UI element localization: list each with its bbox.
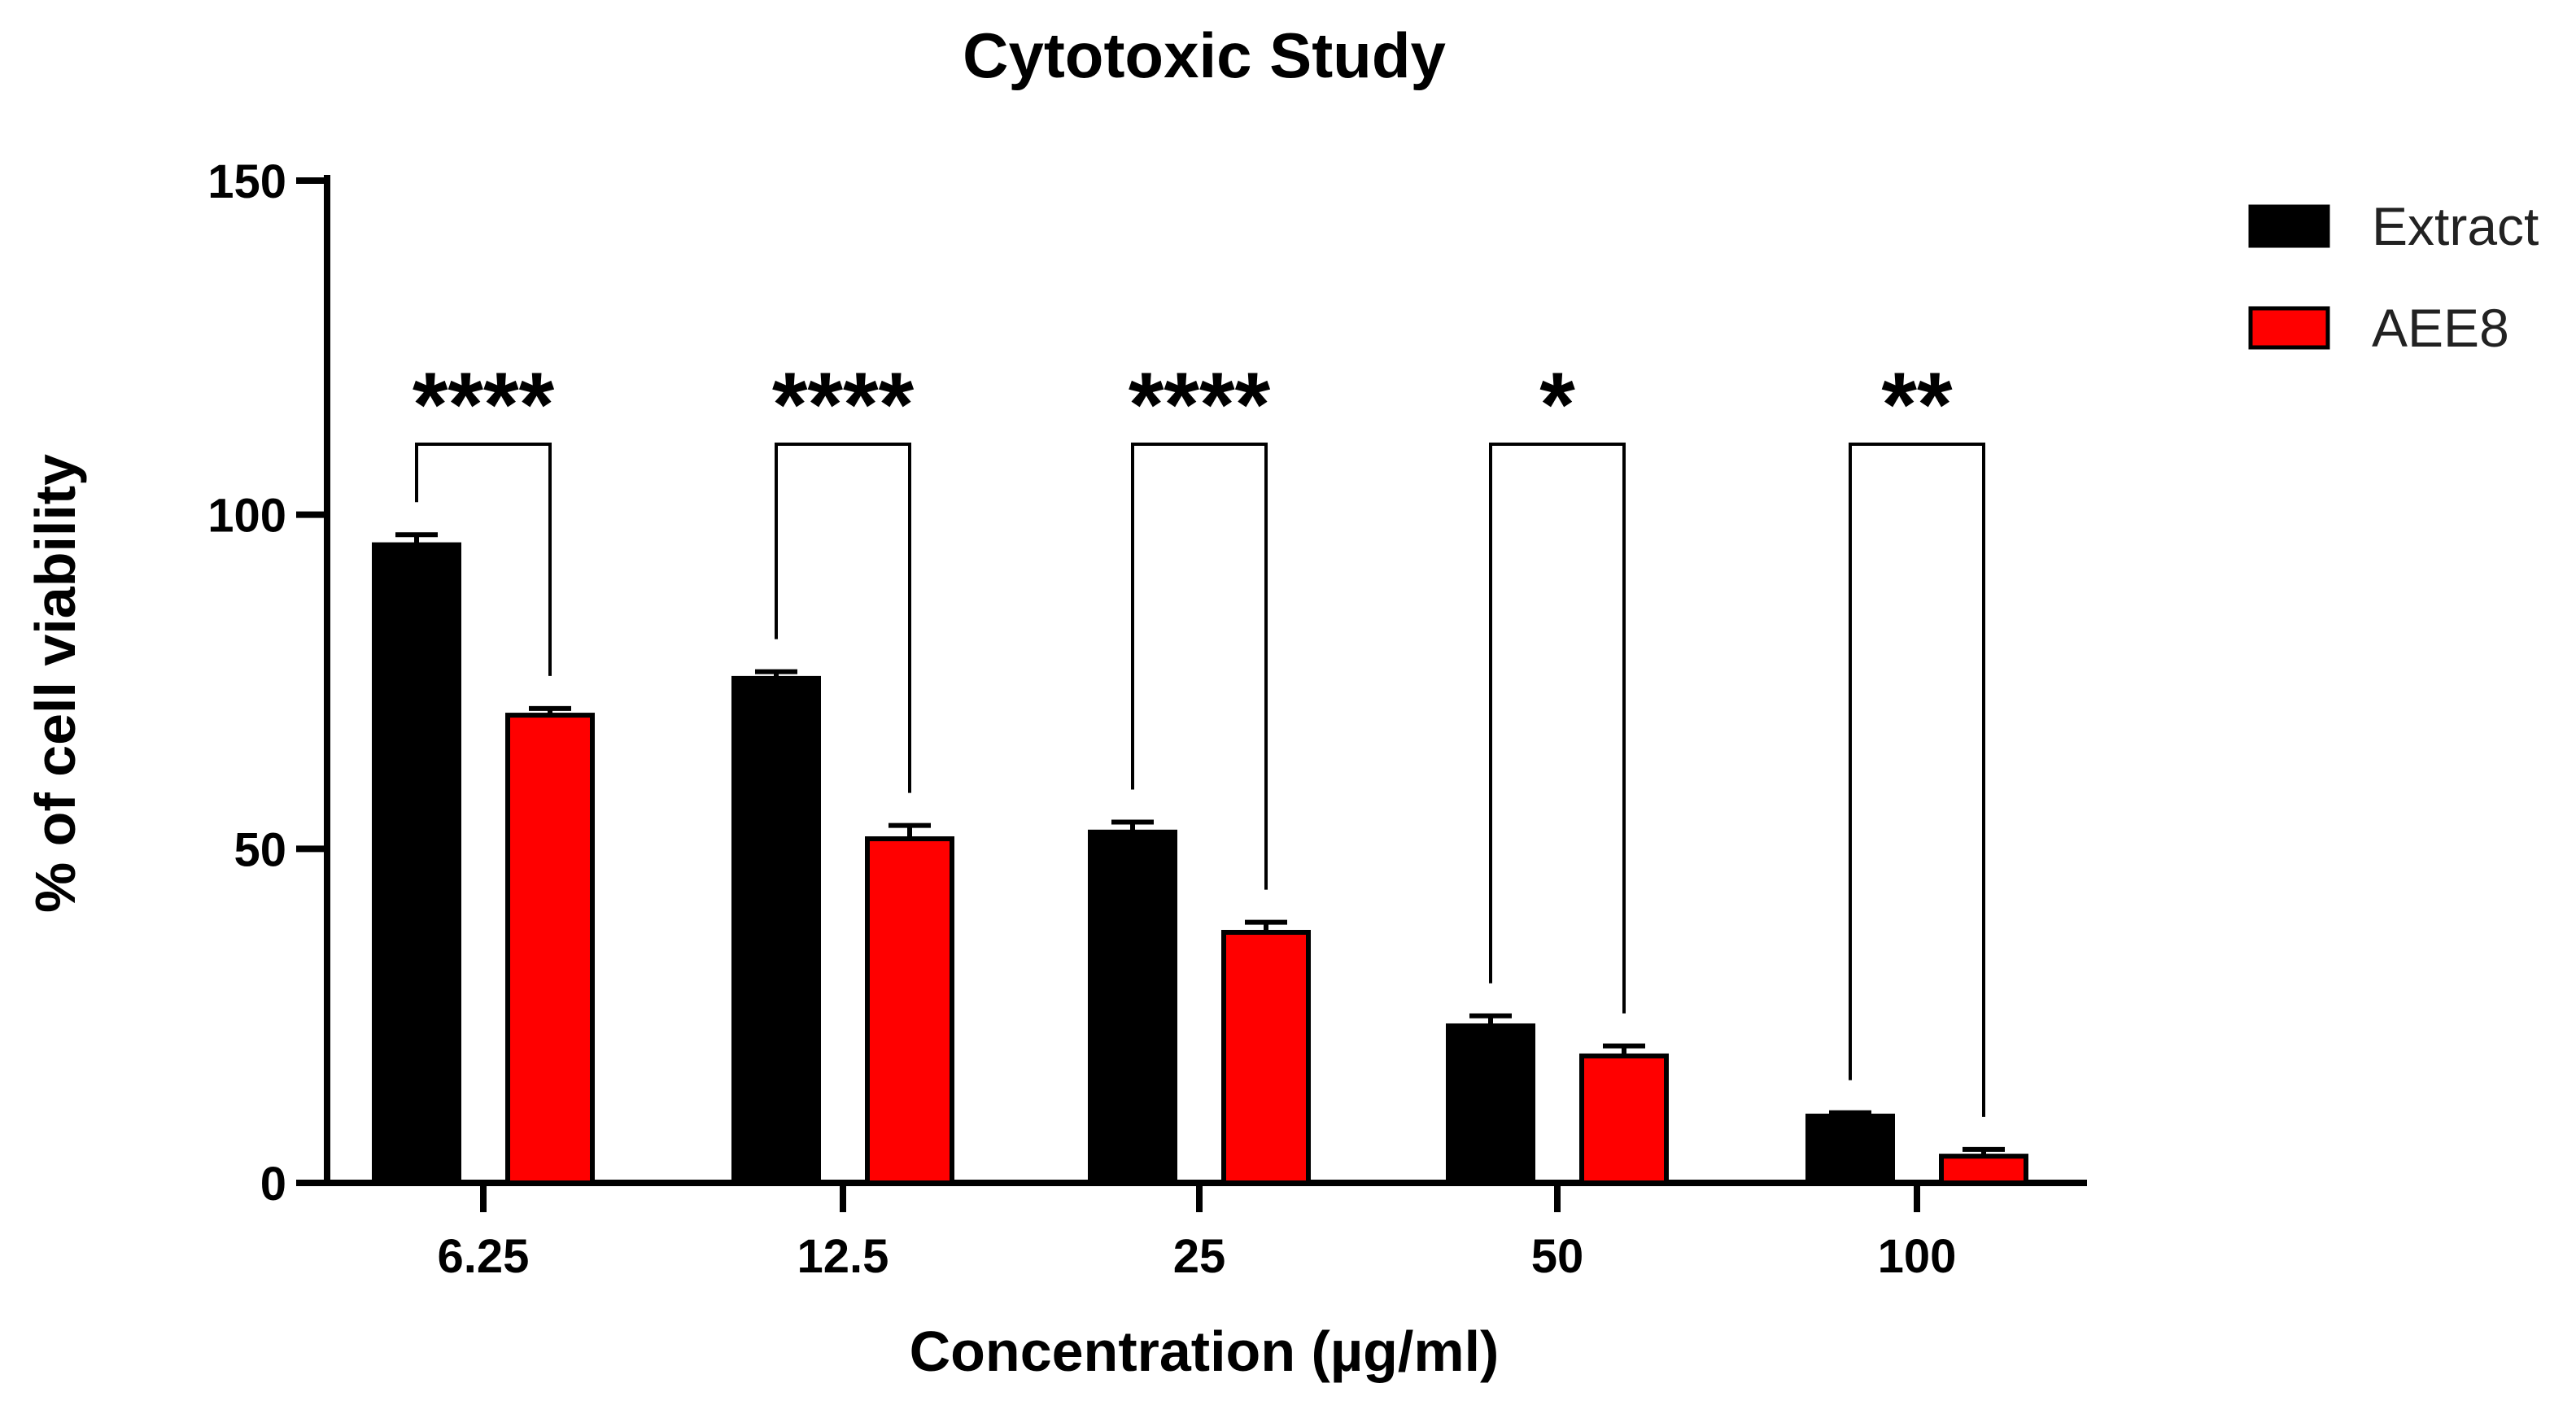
x-tick-label: 6.25	[438, 1230, 530, 1283]
chart-title: Cytotoxic Study	[963, 20, 1446, 91]
bar-aee8-50	[1579, 1053, 1669, 1185]
x-tick-label: 100	[1878, 1230, 1957, 1283]
y-axis-label: % of cell viability	[24, 454, 87, 913]
y-tick-label: 0	[260, 1158, 286, 1211]
bar-aee8-6.25	[505, 713, 595, 1185]
bar-extract-25	[1088, 829, 1177, 1185]
bar-aee8-12.5	[865, 836, 954, 1185]
legend: Extract AEE8	[2248, 196, 2539, 358]
x-axis-label: Concentration (µg/ml)	[910, 1320, 1500, 1383]
legend-label-aee8: AEE8	[2372, 298, 2509, 358]
significance-bracket	[415, 443, 552, 676]
significance-bracket	[1131, 443, 1268, 890]
legend-swatch-aee8	[2248, 306, 2330, 350]
bar-extract-12.5	[731, 675, 821, 1185]
x-tick-label: 12.5	[797, 1230, 889, 1283]
significance-label: ****	[1129, 354, 1271, 456]
bar-aee8-25	[1221, 930, 1311, 1185]
bar-extract-100	[1805, 1113, 1895, 1186]
legend-label-extract: Extract	[2372, 196, 2539, 256]
bar-extract-6.25	[372, 542, 461, 1185]
x-tick-label: 50	[1531, 1230, 1584, 1283]
x-ticks: 6.25 12.5 25 50 100	[438, 1183, 1957, 1283]
significance-label: ****	[772, 354, 915, 456]
bars	[372, 532, 2028, 1186]
significance-label: *	[1539, 354, 1575, 456]
y-tick-label: 50	[234, 823, 286, 876]
x-tick-label: 25	[1173, 1230, 1226, 1283]
significance-bracket	[1849, 443, 1985, 1117]
bar-extract-50	[1446, 1023, 1535, 1186]
bar-aee8-100	[1939, 1154, 2028, 1185]
significance-label: ****	[413, 354, 555, 456]
y-ticks: 0 50 100 150	[207, 155, 327, 1211]
legend-swatch-extract	[2248, 204, 2330, 248]
y-tick-label: 100	[207, 490, 286, 543]
significance-bracket	[1489, 443, 1626, 1014]
y-tick-label: 150	[207, 155, 286, 208]
significance-bracket	[775, 443, 911, 793]
significance-brackets: **** **** **** * **	[413, 354, 1985, 1117]
significance-label: **	[1881, 354, 1953, 456]
